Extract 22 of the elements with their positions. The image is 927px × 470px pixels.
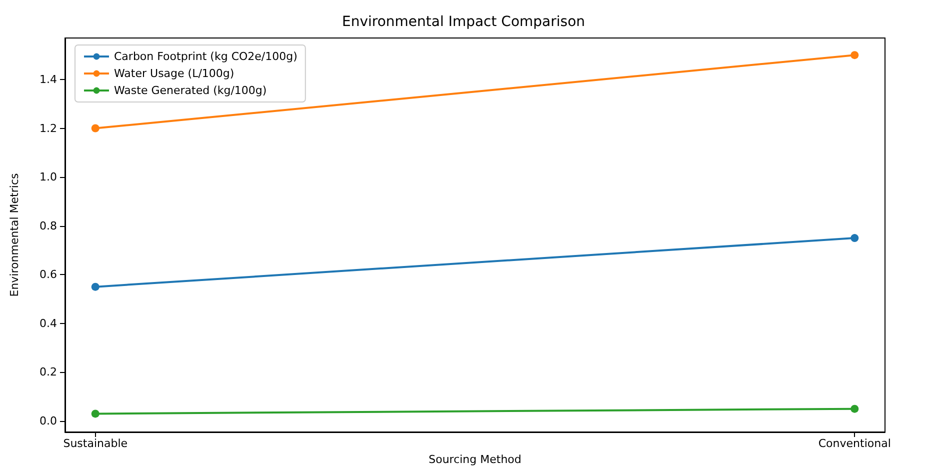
legend-label: Carbon Footprint (kg CO2e/100g) (114, 50, 298, 63)
legend-label: Waste Generated (kg/100g) (114, 84, 267, 97)
y-tick-label: 0.4 (40, 316, 57, 330)
y-tick-label: 0.8 (40, 219, 57, 232)
y-tick-label: 0.6 (40, 268, 57, 282)
chart-title: Environmental Impact Comparison (342, 14, 586, 30)
point (91, 410, 100, 418)
y-tick-label: 1.2 (40, 122, 57, 135)
x-tick-label: Conventional (818, 437, 891, 450)
x-tick-label: Sustainable (63, 437, 128, 450)
point (850, 404, 859, 413)
y-tick-label: 0.2 (40, 366, 57, 379)
point (850, 234, 859, 242)
point (850, 51, 859, 60)
x-axis-title: Sourcing Method (428, 453, 522, 466)
y-axis-title: Environmental Metrics (8, 173, 21, 297)
point (91, 282, 100, 291)
legend-label: Water Usage (L/100g) (114, 67, 234, 80)
y-tick-label: 0.0 (40, 414, 57, 428)
y-tick-label: 1.0 (40, 170, 57, 184)
point (91, 124, 100, 132)
y-tick-label: 1.4 (40, 72, 57, 86)
